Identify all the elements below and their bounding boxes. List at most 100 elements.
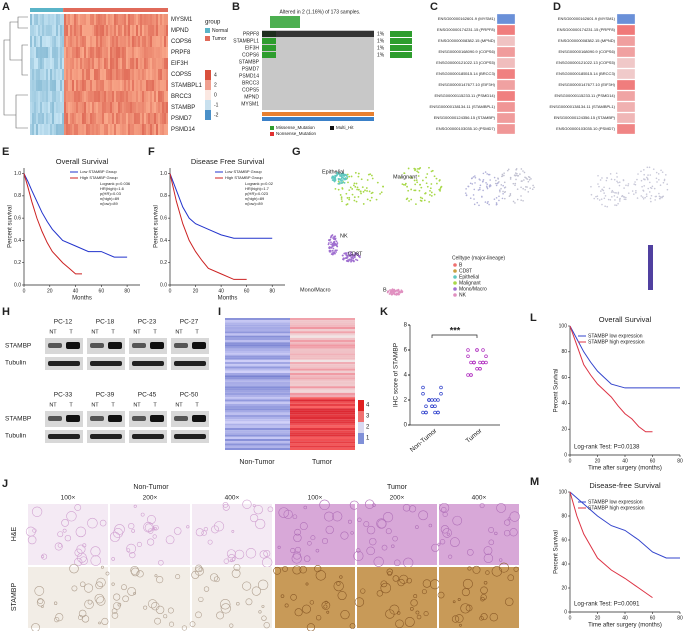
- heatmap-cell: [162, 69, 164, 80]
- umap-point: [359, 190, 362, 193]
- umap-point: [635, 191, 637, 194]
- heatmap-cell: [225, 331, 290, 334]
- heatmap-cell: [122, 80, 124, 91]
- tissue-texture: [90, 555, 102, 566]
- heatmap-cell: [118, 47, 120, 58]
- heatmap-cell: [290, 417, 355, 420]
- heatmap-cell: [162, 14, 164, 25]
- point: [436, 398, 440, 402]
- heatmap-cell: [64, 47, 66, 58]
- heatmap-cell: [148, 91, 150, 102]
- y-tick-label: 0.0: [14, 282, 21, 288]
- heatmap-cell: [52, 14, 54, 25]
- umap-point: [501, 197, 504, 200]
- heatmap-cell: [162, 124, 164, 135]
- band: [150, 415, 164, 422]
- heatmap-cell: [120, 91, 122, 102]
- tissue-texture: [79, 556, 88, 565]
- umap-point: [662, 195, 665, 198]
- umap-point: [399, 176, 402, 179]
- umap-point: [611, 189, 614, 192]
- heatmap-cell: [290, 366, 355, 369]
- y-tick-label: 0.0: [160, 282, 167, 288]
- micrograph: [357, 567, 437, 628]
- heatmap-cell: [116, 25, 118, 36]
- heatmap-cell: [64, 102, 66, 113]
- heatmap-cell: [114, 102, 116, 113]
- heatmap-cell: [130, 36, 132, 47]
- umap-point: [334, 188, 337, 190]
- umap-point: [504, 186, 507, 188]
- band: [90, 343, 104, 348]
- freq-label: 1%: [377, 52, 385, 58]
- heatmap-cell: [120, 102, 122, 113]
- heatmap-cell: [122, 124, 124, 135]
- heatmap-cell: [164, 113, 166, 124]
- tissue-texture: [450, 537, 460, 548]
- annotation: n(low)=89: [245, 201, 263, 206]
- heatmap-cell: [40, 113, 42, 124]
- umap-point: [430, 194, 433, 197]
- tissue-texture: [406, 577, 412, 584]
- heatmap-cell: [84, 69, 86, 80]
- band: [150, 342, 164, 349]
- protein-label: Tubulin: [5, 360, 26, 367]
- heatmap-cell: [106, 25, 108, 36]
- umap-point: [498, 181, 500, 183]
- heatmap-cell: [32, 80, 34, 91]
- heatmap-cell: [225, 386, 290, 389]
- heatmap-cell: [128, 36, 130, 47]
- umap-point: [658, 192, 660, 195]
- umap-point: [474, 175, 476, 177]
- heatmap-cell: [32, 91, 34, 102]
- tissue-texture: [189, 621, 196, 628]
- umap-point: [603, 197, 606, 200]
- heatmap-cell: [56, 36, 58, 47]
- heatmap-cell: [74, 69, 76, 80]
- point: [484, 360, 488, 365]
- tissue-texture: [273, 566, 282, 575]
- tissue-texture: [491, 566, 503, 577]
- heatmap-cell: [74, 113, 76, 124]
- heatmap-cell: [160, 80, 162, 91]
- tissue-texture: [261, 615, 267, 621]
- heatmap-cell: [118, 14, 120, 25]
- heatmap-cell: [100, 47, 102, 58]
- tissue-texture: [207, 539, 213, 545]
- tissue-texture: [54, 616, 60, 623]
- legend-dot: [453, 293, 457, 297]
- tissue-texture: [117, 602, 122, 607]
- umap-point: [335, 251, 337, 253]
- tissue-texture: [415, 610, 420, 615]
- heatmap-cell: [70, 36, 72, 47]
- x-tick-label: 80: [677, 458, 683, 464]
- group-bar: [30, 8, 64, 12]
- umap-point: [623, 187, 625, 189]
- umap-point: [520, 186, 522, 189]
- heatmap-cell: [68, 102, 70, 113]
- umap-point: [386, 291, 389, 293]
- heatmap-cell: [290, 443, 355, 446]
- umap-point: [601, 203, 603, 206]
- heatmap-cell: [42, 80, 44, 91]
- heatmap-cell: [290, 425, 355, 428]
- tissue-texture: [347, 519, 352, 524]
- heatmap-cell: [158, 124, 160, 135]
- umap-point: [366, 179, 369, 181]
- heatmap-cell: [114, 58, 116, 69]
- umap-point: [599, 179, 602, 181]
- heatmap-cell: [68, 124, 70, 135]
- heatmap-cell: [160, 91, 162, 102]
- umap-point: [346, 255, 349, 258]
- tissue-texture: [323, 604, 328, 609]
- heatmap-cell: [116, 47, 118, 58]
- heatmap-cell: [158, 14, 160, 25]
- panel-label: D: [553, 1, 561, 13]
- heatmap-cell: [58, 124, 60, 135]
- umap-point: [482, 189, 484, 192]
- heatmap-cell: [616, 68, 636, 80]
- micrograph: [110, 567, 190, 628]
- umap-point: [532, 184, 534, 187]
- heatmap-cell: [290, 320, 355, 323]
- heatmap-cell: [128, 91, 130, 102]
